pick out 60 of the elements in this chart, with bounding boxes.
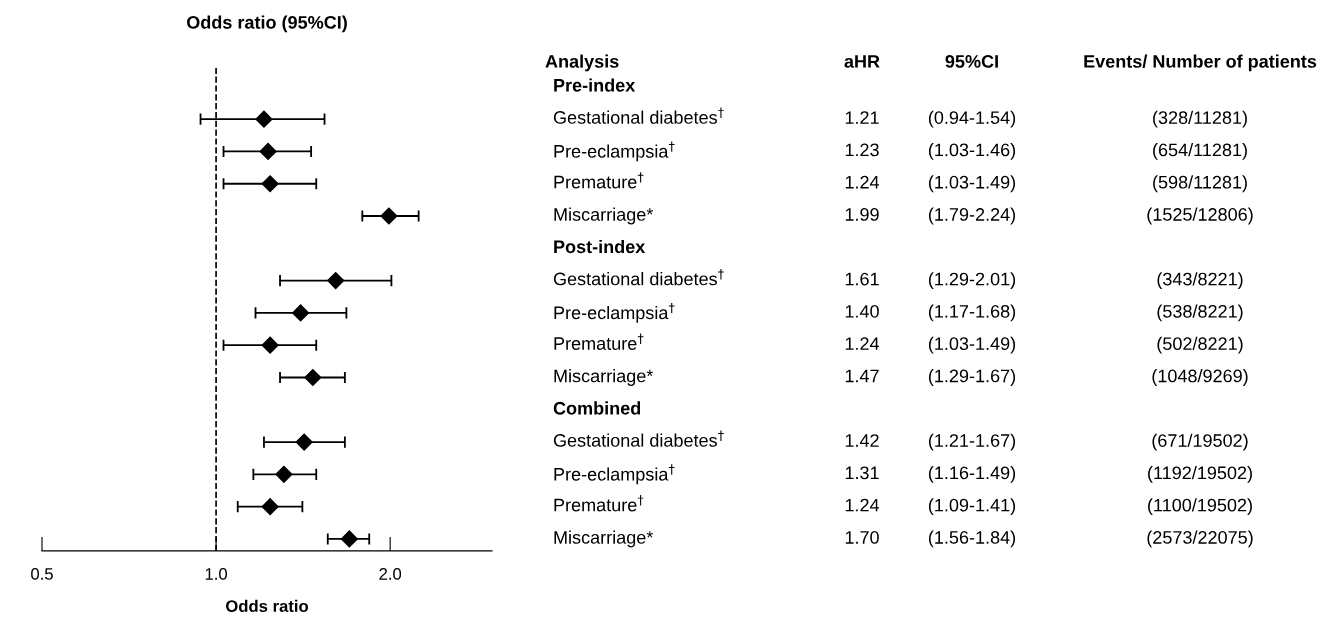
text: (1525/12806) [1147,207,1253,225]
data-label: 1.70 [845,531,879,544]
y-tick-label: Pre-eclampsia$^{†}$ [554,141,675,162]
text: (1.16-1.49) [928,465,1016,483]
data-label: 1.47 [845,369,879,383]
y-tick-label: Miscarriage* [554,369,654,386]
text: aHR [844,55,880,68]
text: (1.17-1.68) [928,304,1016,322]
text: (1.21-1.67) [928,433,1016,451]
data-label: 1.21 [845,111,879,124]
y-tick-label: Gestational diabetes$^{†}$ [553,107,724,124]
y-tick-label: Premature$^{†}$ [554,172,644,189]
chart-title: Odds ratio (95%CI) [186,15,347,33]
x-axis-title: Odds ratio [226,599,309,613]
data-label: 1.99 [845,208,879,221]
y-tick-label: Miscarriage* [554,530,654,548]
text: (654/11281) [1153,143,1247,160]
text: (1.03-1.49) [928,175,1016,193]
text: (598/11281) [1153,175,1247,193]
text: Analysis [545,54,619,72]
data-label: 1.24 [845,337,880,350]
text: (671/19502) [1152,433,1248,451]
y-tick-label: Miscarriage* [554,207,654,225]
y-tick-label: Gestational diabetes$^{†}$ [553,269,724,286]
text: (343/8221) [1157,272,1243,290]
y-tick-label: Post-index [554,239,646,254]
text: (1.03-1.46) [928,143,1016,160]
data-label: 1.42 [845,434,879,447]
text: Events/ Number of patients [1084,54,1317,72]
data-label: 1.23 [845,143,879,157]
text: (502/8221) [1157,336,1243,354]
text: (1.29-1.67) [928,369,1016,386]
y-tick-label: Pre-index [554,78,636,92]
text: (1048/9269) [1152,369,1248,386]
y-tick-label: Pre-eclampsia$^{†}$ [554,302,675,323]
data-label: 1.24 [845,175,880,189]
text: (1.56-1.84) [928,530,1016,548]
data-label: 1.24 [845,498,880,512]
text: (0.94-1.54) [928,110,1016,128]
text: 95%CI [945,55,998,68]
data-label: 1.61 [845,272,879,286]
text: (328/11281) [1153,110,1247,128]
x-tick-label: 0.5 [31,568,53,580]
text: (1.09-1.41) [928,498,1016,516]
y-tick-label: Gestational diabetes$^{†}$ [553,430,724,447]
text: (1.79-2.24) [928,207,1016,225]
y-tick-label: Combined [553,401,641,415]
x-tick-label: 1.0 [205,568,228,580]
y-tick-label: Premature$^{†}$ [554,495,644,512]
text: (1100/19502) [1148,498,1252,516]
data-label: 1.31 [845,466,879,480]
y-tick-label: Premature$^{†}$ [554,333,644,350]
x-tick-label: 2.0 [379,568,402,580]
y-tick-label: Pre-eclampsia$^{†}$ [554,464,675,485]
data-label: 1.40 [845,304,879,318]
text: (2573/22075) [1147,530,1253,548]
text: (1.29-2.01) [928,272,1016,290]
text: (1.03-1.49) [928,336,1016,354]
text: (1192/19502) [1148,465,1252,483]
text: (538/8221) [1157,304,1243,322]
